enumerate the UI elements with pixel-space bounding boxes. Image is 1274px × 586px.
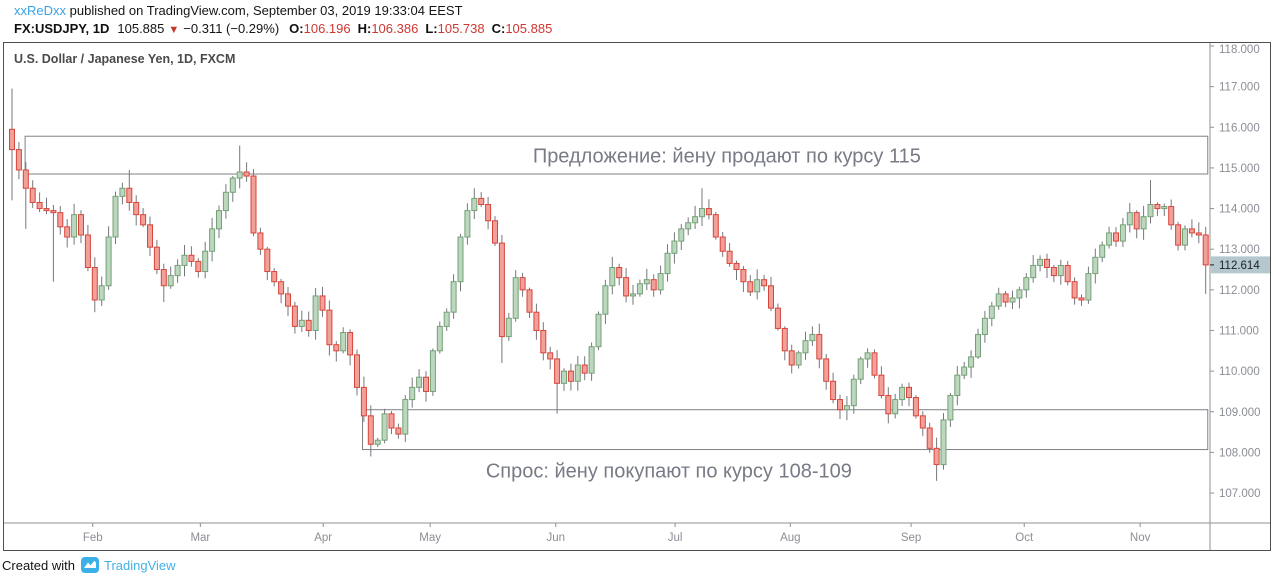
svg-text:Feb: Feb [83, 532, 103, 544]
open-value: 106.196 [303, 21, 351, 36]
high-value: 106.386 [371, 21, 419, 36]
last-price-value: 105.885 [117, 21, 165, 36]
tradingview-logo-icon[interactable] [80, 556, 99, 574]
username-link[interactable]: xxReDxx [14, 3, 67, 18]
svg-text:Oct: Oct [1015, 532, 1034, 544]
svg-text:118.000: 118.000 [1219, 44, 1260, 56]
svg-text:Спрос: йену покупают по курсу: Спрос: йену покупают по курсу 108-109 [486, 461, 852, 483]
chart-canvas: Предложение: йену продают по курсу 115 Сп… [4, 43, 1270, 550]
svg-text:108.000: 108.000 [1219, 447, 1261, 459]
high-label: H: [357, 21, 372, 36]
symbol-info-line: FX:USDJPY, 1D 105.885 ▼ −0.311 (−0.29%) O:10… [14, 21, 552, 36]
svg-text:Sep: Sep [901, 532, 921, 544]
chart-title: U.S. Dollar / Japanese Yen, 1D, FXCM [14, 52, 236, 66]
chart-frame: Предложение: йену продают по курсу 115 Сп… [3, 42, 1271, 551]
symbol-label: FX:USDJPY, 1D [14, 21, 110, 36]
svg-text:116.000: 116.000 [1219, 122, 1260, 134]
tradingview-brand-link[interactable]: TradingView [103, 557, 176, 573]
open-label: O: [289, 21, 304, 36]
last-price-tag: 112.614 [1210, 256, 1270, 274]
svg-text:May: May [419, 532, 441, 544]
zones-layer: Предложение: йену продают по курсу 115 Сп… [24, 135, 1209, 483]
svg-text:Предложение: йену продают по к: Предложение: йену продают по курсу 115 [533, 146, 921, 168]
svg-text:110.000: 110.000 [1219, 366, 1260, 378]
close-label: C: [491, 21, 506, 36]
price-change-value: −0.311 (−0.29%) [183, 21, 280, 36]
svg-text:109.000: 109.000 [1219, 407, 1261, 419]
down-triangle-icon: ▼ [168, 24, 180, 36]
svg-text:115.000: 115.000 [1219, 163, 1260, 175]
svg-text:111.000: 111.000 [1219, 325, 1259, 337]
svg-text:107.000: 107.000 [1219, 488, 1261, 500]
svg-text:117.000: 117.000 [1219, 82, 1260, 94]
created-with-text: Created with [2, 557, 75, 573]
svg-text:114.000: 114.000 [1219, 204, 1260, 216]
svg-text:112.614: 112.614 [1219, 260, 1260, 272]
svg-text:Jun: Jun [546, 532, 565, 544]
svg-text:Jul: Jul [668, 532, 683, 544]
close-value: 105.885 [505, 21, 553, 36]
publish-info-text: published on TradingView.com, September … [66, 3, 463, 18]
svg-text:112.000: 112.000 [1219, 285, 1260, 297]
svg-text:Apr: Apr [314, 532, 332, 544]
candles-layer [9, 88, 1209, 481]
low-label: L: [425, 21, 438, 36]
axes-layer: 107.000 108.000 109.000 110.000 111.000 112.0… [4, 43, 1270, 550]
footer-attribution: Created with TradingView [2, 556, 176, 574]
svg-text:Nov: Nov [1130, 532, 1151, 544]
publish-info-line: xxReDxx published on TradingView.com, Se… [14, 3, 463, 18]
svg-text:Aug: Aug [780, 532, 800, 544]
low-value: 105.738 [437, 21, 485, 36]
svg-text:Mar: Mar [190, 532, 210, 544]
svg-text:113.000: 113.000 [1219, 244, 1260, 256]
